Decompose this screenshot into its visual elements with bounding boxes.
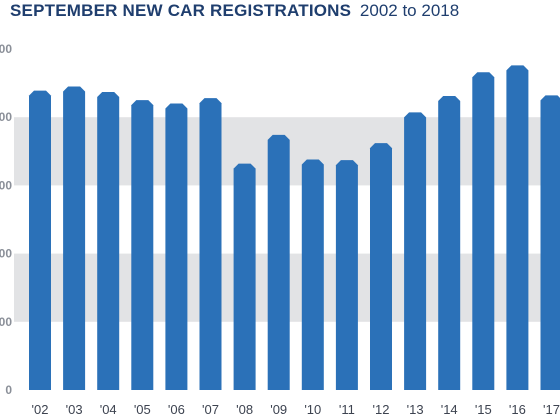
bar-11	[335, 160, 358, 390]
x-tick-label: '07	[202, 402, 219, 417]
y-tick-label: 000	[0, 247, 12, 261]
bar-10	[301, 159, 324, 390]
bar-05	[131, 100, 154, 391]
bar-14	[438, 96, 461, 391]
x-tick-label: '12	[373, 402, 390, 417]
bar-16	[506, 65, 529, 391]
x-tick-label: '14	[441, 402, 458, 417]
bar-06	[165, 103, 188, 390]
x-tick-label: '02	[32, 402, 49, 417]
x-tick-label: '09	[270, 402, 287, 417]
x-tick-label: '17	[543, 402, 560, 417]
bar-09	[267, 134, 290, 390]
x-tick-label: '06	[168, 402, 185, 417]
x-tick-label: '03	[66, 402, 83, 417]
y-tick-label: 000	[0, 42, 12, 56]
x-tick-label: '15	[475, 402, 492, 417]
y-tick-label: 000	[0, 178, 12, 192]
x-tick-label: '11	[339, 402, 355, 417]
chart-title-main: SEPTEMBER NEW CAR REGISTRATIONS	[10, 1, 352, 20]
x-tick-label: '04	[100, 402, 117, 417]
bar-15	[472, 72, 495, 391]
x-tick-label: '10	[304, 402, 321, 417]
chart-title-subtitle: 2002 to 2018	[359, 1, 460, 20]
x-tick-label: '13	[407, 402, 424, 417]
x-tick-label: '16	[509, 402, 526, 417]
bar-13	[404, 112, 427, 391]
bar-08	[233, 163, 256, 390]
bar-02	[29, 90, 51, 391]
x-tick-label: '05	[134, 402, 151, 417]
bar-17	[540, 95, 560, 390]
bar-12	[370, 143, 392, 390]
bar-04	[97, 91, 120, 390]
y-tick-label: 000	[0, 315, 12, 329]
x-tick-label: '08	[236, 402, 253, 417]
chart-title: SEPTEMBER NEW CAR REGISTRATIONS 2002 to …	[10, 1, 459, 21]
bar-03	[63, 86, 86, 390]
y-tick-label: 000	[0, 110, 12, 124]
y-tick-label: 0	[5, 383, 12, 397]
bar-07	[199, 98, 222, 390]
